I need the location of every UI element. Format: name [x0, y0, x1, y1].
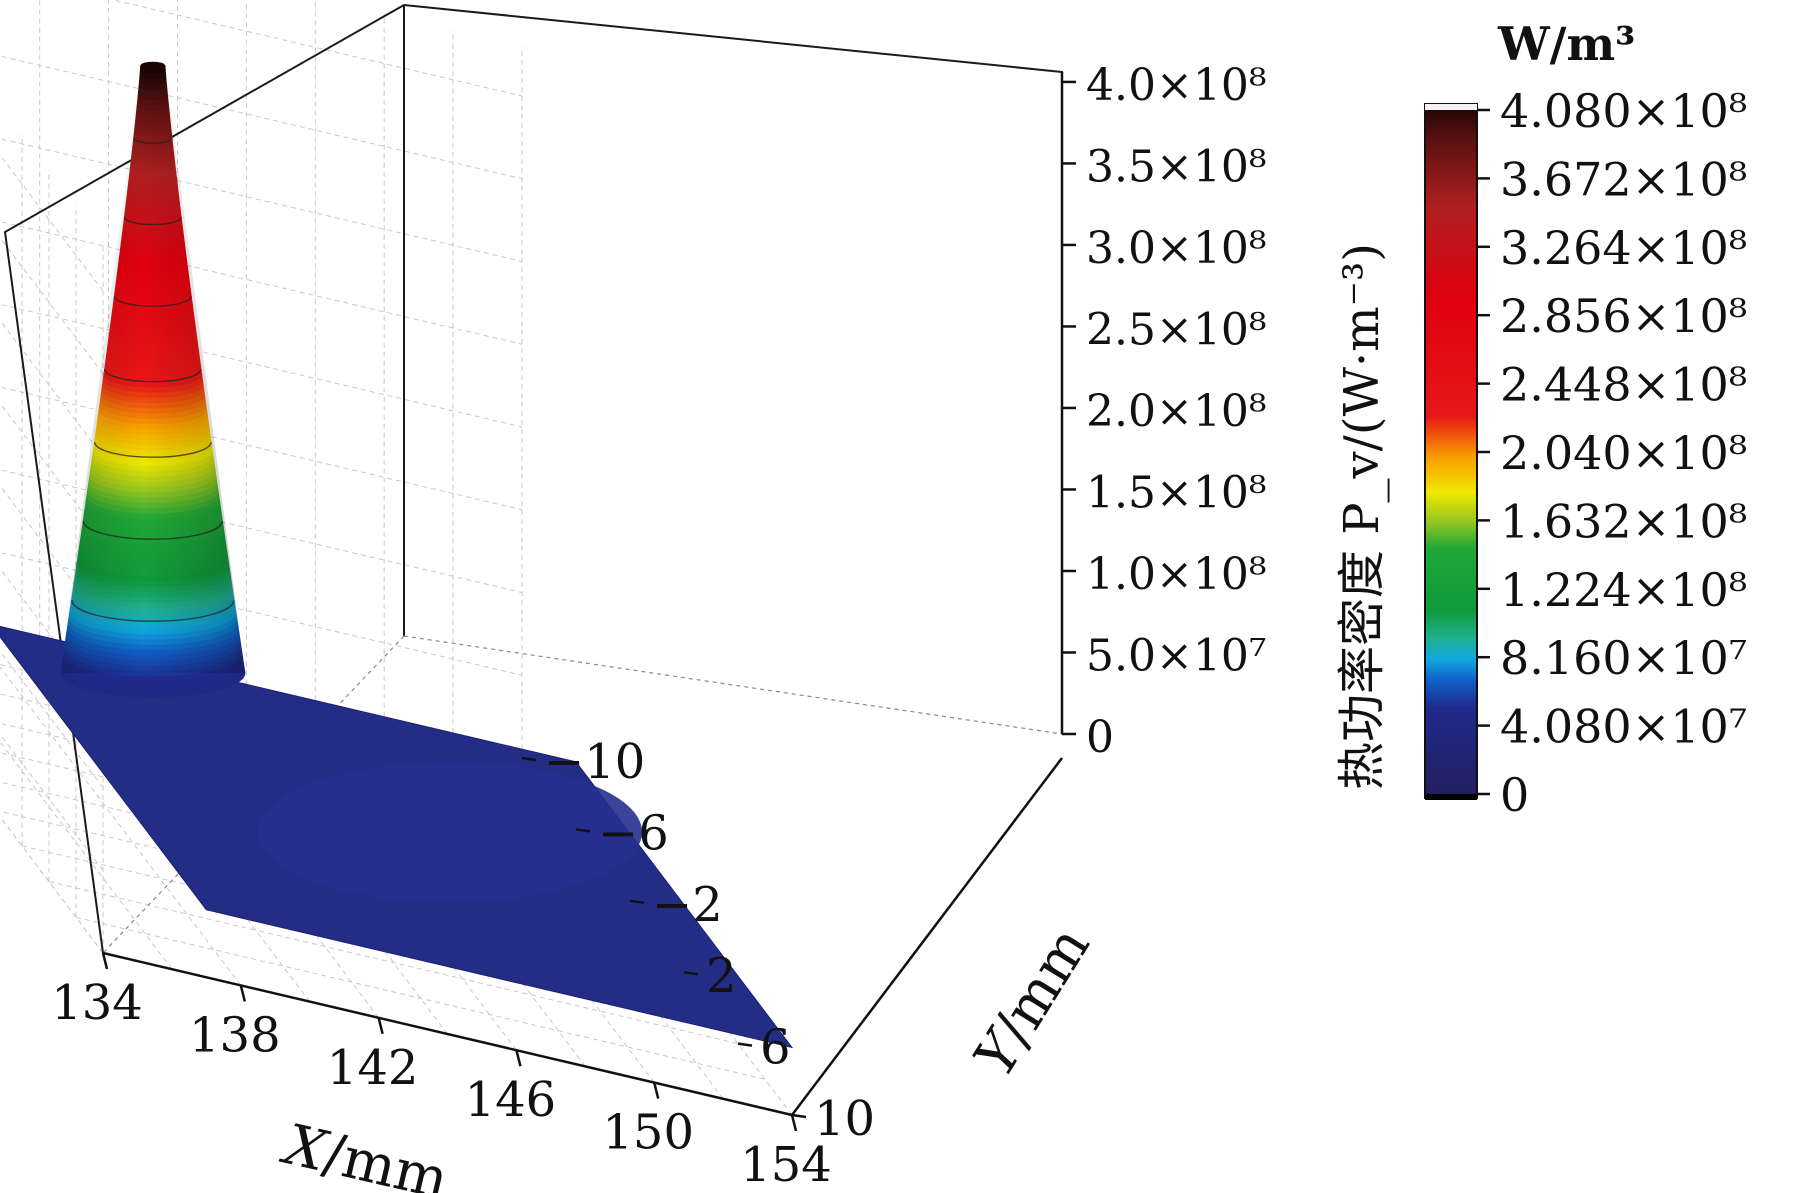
- surface-peak-shade: [60, 65, 245, 674]
- x-axis: 134 138 142 146 150 154 X/mm: [51, 951, 832, 1193]
- colorbar-tick-label: 2.448×10⁸: [1500, 358, 1747, 412]
- y-tick-label: −2: [652, 877, 723, 933]
- x-axis-line: [102, 951, 793, 1117]
- surface-contour: [82, 521, 223, 540]
- colorbar-tick-label: 4.080×10⁷: [1500, 700, 1747, 754]
- surface-footprint: [258, 762, 643, 903]
- colorbar-bottom-cap: [1425, 794, 1477, 800]
- y-tick-label: 10: [814, 1091, 875, 1147]
- z-tick-label: 5.0×10⁷: [1086, 630, 1266, 681]
- y-tick-label: 2: [706, 948, 737, 1004]
- colorbar-tick-label: 0: [1500, 768, 1529, 822]
- surface-contour: [113, 296, 192, 307]
- colorbar-tick-label: 8.160×10⁷: [1500, 631, 1747, 685]
- colorbar-top-cap: [1425, 104, 1477, 110]
- z-tick-label: 2.0×10⁸: [1086, 386, 1266, 437]
- z-tick-label: 1.0×10⁸: [1086, 549, 1266, 600]
- x-axis-label: X/mm: [275, 1111, 454, 1193]
- surface-contour: [104, 369, 202, 383]
- y-axis-label: Y/mm: [962, 916, 1103, 1088]
- colorbar-rect: [1424, 103, 1478, 799]
- colorbar-tick-label: 1.632×10⁸: [1500, 494, 1747, 548]
- z-tick-label: 1.5×10⁸: [1086, 467, 1266, 518]
- surface-contour: [93, 441, 212, 458]
- colorbar: W/m³ 4.080×10⁸ 3.672×10⁸ 3.264×10⁸ 2.856×10…: [1334, 17, 1747, 822]
- colorbar-tick-label: 4.080×10⁸: [1500, 84, 1747, 138]
- colorbar-unit: W/m³: [1497, 17, 1635, 71]
- surface-contour: [123, 217, 182, 226]
- x-tick-label: 154: [740, 1137, 832, 1193]
- x-tick-label: 150: [602, 1105, 694, 1161]
- surface-contour: [71, 600, 235, 622]
- y-tick-label: −6: [598, 805, 669, 861]
- x-tick-label: 146: [465, 1072, 557, 1128]
- surface-contour: [138, 89, 168, 94]
- y-tick-label: −10: [544, 734, 645, 790]
- x-tick-label: 138: [189, 1007, 281, 1063]
- z-tick-label: 0: [1086, 712, 1114, 763]
- z-tick-label: 4.0×10⁸: [1086, 60, 1266, 111]
- surface-peak-cap: [140, 61, 165, 69]
- surface-plot: [0, 61, 794, 1049]
- z-tick-label: 3.5×10⁸: [1086, 141, 1266, 192]
- colorbar-label: 热功率密度 P_v/(W·m⁻³): [1334, 243, 1390, 790]
- y-axis-line: [791, 757, 1063, 1116]
- z-axis: 0 5.0×10⁷ 1.0×10⁸ 1.5×10⁸ 2.0×10⁸ 2.5×10⁸ 3.0×…: [1060, 60, 1266, 763]
- box-edge-floor-back: [403, 635, 1063, 735]
- colorbar-tick-label: 3.264×10⁸: [1500, 221, 1747, 275]
- colorbar-tick-label: 2.856×10⁸: [1500, 289, 1747, 343]
- x-tick-label: 142: [327, 1040, 419, 1096]
- colorbar-tick-label: 3.672×10⁸: [1500, 152, 1747, 206]
- z-tick-label: 3.0×10⁸: [1086, 223, 1266, 274]
- x-tick-label: 134: [51, 975, 143, 1031]
- colorbar-tick-label: 2.040×10⁸: [1500, 426, 1747, 480]
- surface-contour: [133, 138, 173, 144]
- y-tick-label: 6: [760, 1020, 791, 1076]
- z-tick-label: 2.5×10⁸: [1086, 304, 1266, 355]
- colorbar-tick-label: 1.224×10⁸: [1500, 563, 1747, 617]
